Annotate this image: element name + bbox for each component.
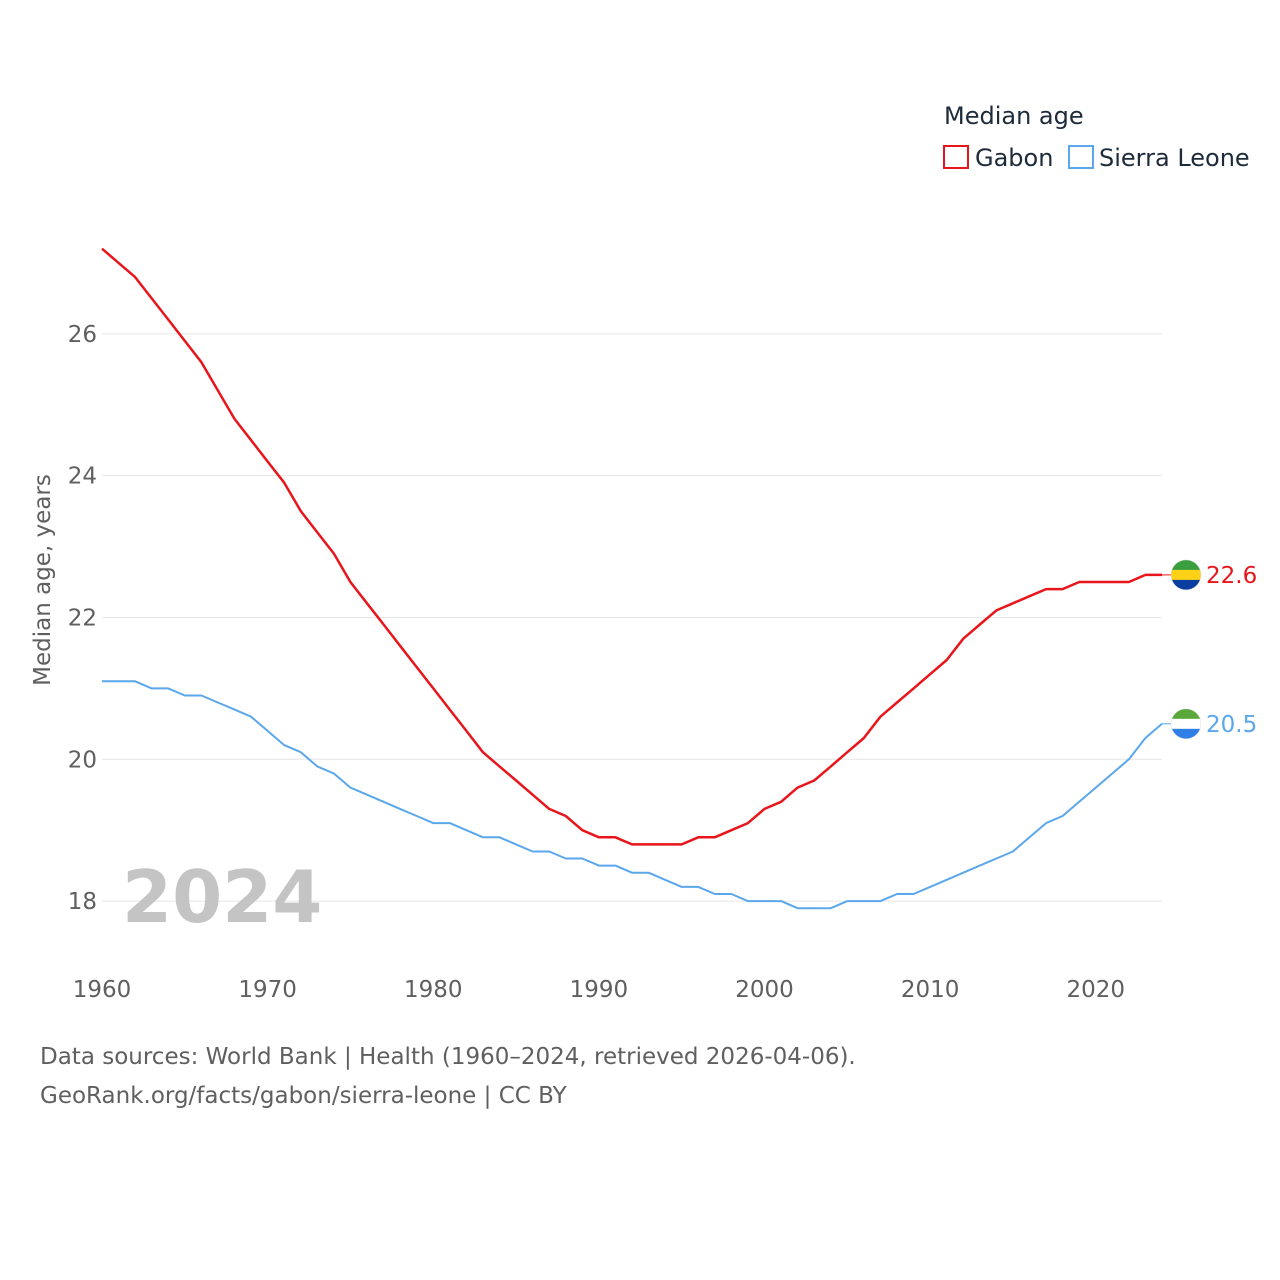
x-tick-label-2020: 2020 bbox=[1066, 977, 1125, 1003]
y-tick-label-18: 18 bbox=[68, 889, 97, 915]
y-tick-label-22: 22 bbox=[68, 605, 97, 631]
end-label-gabon: 22.6 bbox=[1206, 563, 1257, 589]
legend-label-gabon[interactable]: Gabon bbox=[975, 144, 1053, 172]
y-tick-label-24: 24 bbox=[68, 464, 97, 490]
footer-sources: Data sources: World Bank | Health (1960–… bbox=[40, 1044, 856, 1070]
x-tick-label-1970: 1970 bbox=[238, 977, 297, 1003]
sierra-leone-flag-icon bbox=[1170, 708, 1202, 740]
series-lines bbox=[101, 247, 1163, 910]
x-tick-label-1980: 1980 bbox=[404, 977, 463, 1003]
series-line-sierra-leone[interactable] bbox=[102, 680, 1163, 910]
legend-swatch-sierra-leone[interactable] bbox=[1068, 145, 1094, 169]
x-tick-label-1990: 1990 bbox=[570, 977, 629, 1003]
y-axis-title: Median age, years bbox=[30, 474, 56, 686]
grid-lines bbox=[102, 333, 1162, 902]
series-line-gabon[interactable] bbox=[101, 247, 1162, 846]
x-tick-label-2010: 2010 bbox=[901, 977, 960, 1003]
y-tick-label-26: 26 bbox=[68, 322, 97, 348]
legend: Median age Gabon Sierra Leone bbox=[943, 102, 1250, 172]
legend-title: Median age bbox=[944, 102, 1084, 130]
year-watermark: 2024 bbox=[122, 855, 322, 939]
footer-attribution: GeoRank.org/facts/gabon/sierra-leone | C… bbox=[40, 1083, 567, 1109]
legend-swatch-gabon[interactable] bbox=[943, 145, 969, 169]
gabon-flag-icon bbox=[1170, 559, 1202, 591]
x-tick-label-1960: 1960 bbox=[73, 977, 132, 1003]
x-axis-ticks: 1960 1970 1980 1990 2000 2010 2020 bbox=[73, 977, 1125, 1003]
end-label-sierra-leone: 20.5 bbox=[1206, 712, 1257, 738]
end-labels: 22.6 20.5 bbox=[1162, 559, 1257, 740]
y-axis-ticks: 18 20 22 24 26 bbox=[68, 322, 97, 915]
legend-label-sierra-leone[interactable]: Sierra Leone bbox=[1099, 144, 1250, 172]
x-tick-label-2000: 2000 bbox=[735, 977, 794, 1003]
y-tick-label-20: 20 bbox=[68, 747, 97, 773]
